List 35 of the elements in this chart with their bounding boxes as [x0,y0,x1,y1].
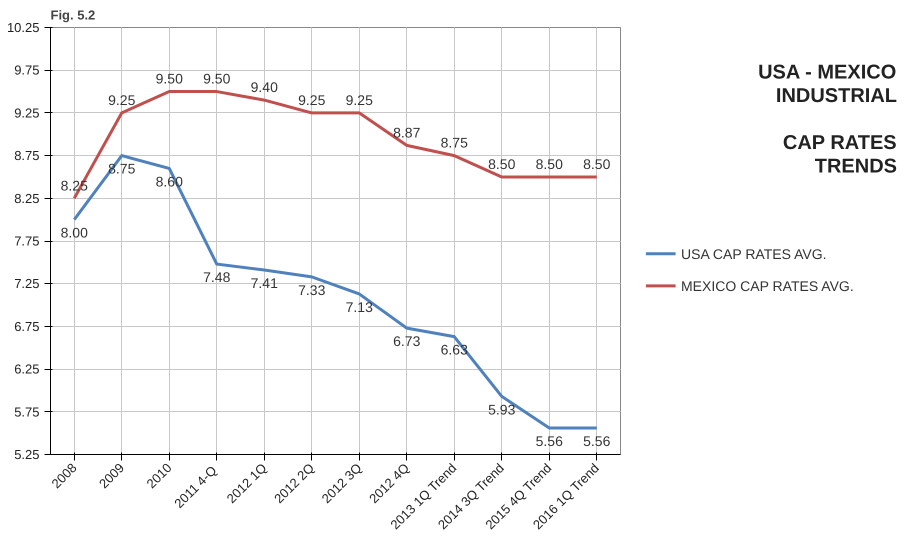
data-label: 9.50 [156,70,184,87]
data-label: 6.73 [393,333,421,350]
data-label: 7.33 [298,282,326,298]
y-tick-label: 7.75 [14,234,40,248]
data-label: 7.48 [203,269,231,286]
data-label: 8.00 [60,224,88,241]
y-tick-label: 7.25 [14,276,40,292]
y-tick-label: 9.75 [14,62,40,78]
y-tick-label: 9.25 [14,105,40,120]
data-label: 5.56 [583,433,611,450]
legend-label: USA CAP RATES AVG. [681,246,826,262]
y-tick-label: 10.25 [6,20,40,35]
data-label: 9.50 [203,70,231,87]
data-label: 5.56 [536,433,564,450]
data-label: 9.25 [298,92,326,108]
data-label: 9.40 [250,79,278,96]
data-label: 7.41 [250,275,278,292]
y-tick-label: 8.75 [14,148,40,164]
y-tick-label: 5.25 [14,447,40,462]
y-tick-label: 8.25 [14,190,40,206]
y-tick-label: 6.25 [14,362,40,377]
chart-title: USA - MEXICO INDUSTRIAL CAP RATES TRENDS [758,62,898,178]
data-label: 8.50 [488,156,516,172]
data-label: 8.87 [393,124,421,140]
y-tick-label: 5.75 [14,404,40,420]
data-label: 7.13 [346,298,374,315]
data-label: 9.25 [346,92,374,108]
caption: Fig. 5.2 [50,8,96,22]
data-label: 9.25 [108,92,136,108]
data-label: 8.50 [536,156,564,172]
data-label: 8.50 [583,156,611,172]
legend-label: MEXICO CAP RATES AVG. [681,278,854,294]
data-label: 8.75 [440,134,468,151]
data-label: 5.93 [488,401,516,418]
y-tick-label: 6.75 [14,318,40,334]
